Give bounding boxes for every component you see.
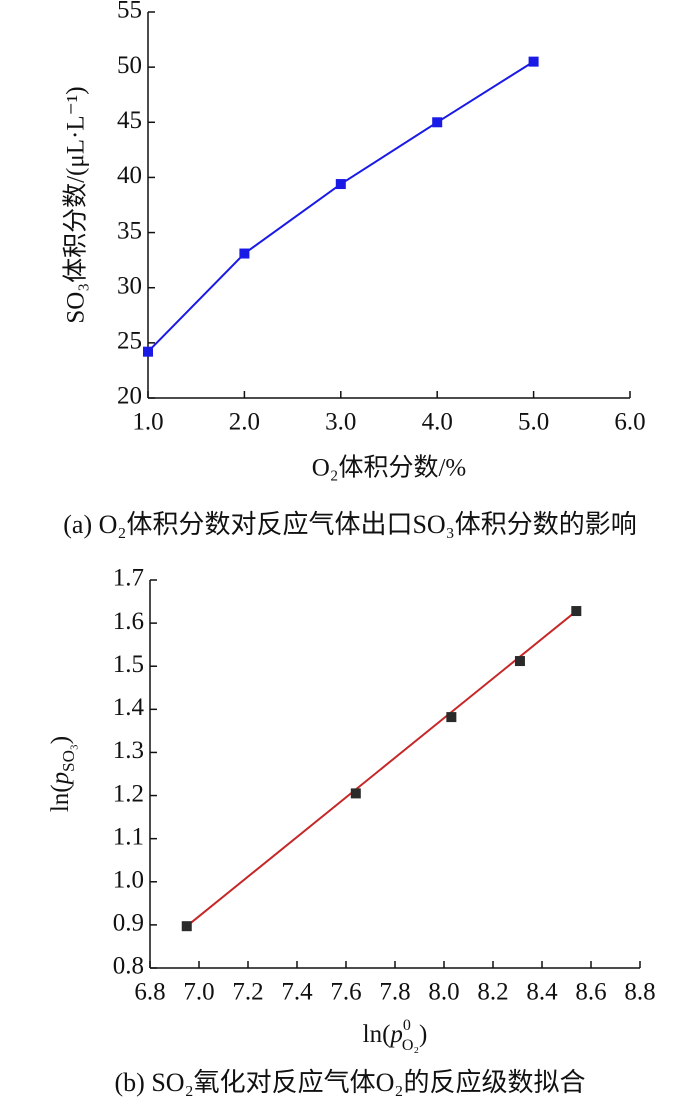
point — [335, 179, 346, 190]
label-part: p — [388, 1021, 403, 1048]
point — [350, 788, 361, 799]
y-tick-label: 30 — [117, 272, 142, 299]
label-part: ln( — [47, 784, 74, 812]
y-tick-label: 0.9 — [113, 910, 144, 937]
y-axis-label: ln(pSO₃) — [47, 736, 78, 812]
label-part: ) — [419, 1021, 427, 1048]
x-tick-label: 2.0 — [229, 409, 260, 436]
x-tick-label: 7.0 — [183, 979, 214, 1006]
x-tick-label: 7.2 — [232, 979, 263, 1006]
x-tick-label: 1.0 — [132, 409, 163, 436]
point — [514, 656, 525, 667]
x-tick-label: 8.2 — [477, 979, 508, 1006]
x-tick-label: 7.4 — [281, 979, 313, 1006]
y-tick-label: 55 — [117, 0, 142, 24]
point — [143, 346, 153, 357]
x-tick-label: 8.8 — [624, 979, 655, 1006]
point — [239, 248, 250, 259]
x-tick-label: 7.8 — [379, 979, 410, 1006]
label-part: O₂ — [402, 1037, 419, 1054]
x-tick-label: 6.0 — [614, 409, 645, 436]
point — [446, 712, 457, 723]
point — [181, 921, 192, 932]
label-part: 0 — [403, 1017, 411, 1034]
y-tick-label: 25 — [117, 328, 142, 355]
label-part: SO₃ — [59, 744, 78, 772]
y-tick-label: 40 — [117, 162, 142, 189]
x-tick-label: 6.8 — [134, 979, 165, 1006]
x-tick-label: 8.4 — [526, 979, 558, 1006]
point — [571, 606, 582, 617]
y-tick-label: 1.0 — [113, 867, 144, 894]
y-tick-label: 1.7 — [113, 565, 144, 592]
label-part: ln( — [363, 1021, 391, 1048]
x-tick-label: 3.0 — [325, 409, 356, 436]
y-tick-label: 1.3 — [113, 737, 144, 764]
x-tick-label: 4.0 — [422, 409, 453, 436]
y-tick-label: 0.8 — [113, 953, 144, 980]
y-axis-label: SO₃体积分数/(μL·L⁻¹) — [62, 86, 90, 323]
series-line — [147, 60, 535, 353]
point — [432, 117, 443, 128]
y-tick-label: 1.4 — [113, 694, 145, 721]
label-part: p — [47, 772, 74, 787]
x-axis-label: O₂体积分数/% — [312, 454, 467, 482]
x-tick-label: 7.6 — [330, 979, 361, 1006]
y-tick-label: 35 — [117, 217, 142, 244]
series-line — [186, 610, 577, 927]
y-tick-label: 50 — [117, 52, 142, 79]
y-tick-label: 1.6 — [113, 608, 144, 635]
chart-caption: (b) SO₂氧化对反应气体O₂的反应级数拟合 — [115, 1068, 586, 1097]
y-tick-label: 1.5 — [113, 651, 144, 678]
y-tick-label: 20 — [117, 383, 142, 410]
point — [528, 56, 539, 67]
x-tick-label: 5.0 — [518, 409, 549, 436]
x-axis-label: ln(p0 O₂) — [363, 1017, 428, 1054]
y-tick-label: 1.1 — [113, 823, 144, 850]
y-tick-label: 1.2 — [113, 780, 144, 807]
y-tick-label: 45 — [117, 107, 142, 134]
x-tick-label: 8.6 — [575, 979, 606, 1006]
chart-caption: (a) O₂体积分数对反应气体出口SO₃体积分数的影响 — [63, 510, 637, 539]
label-part: ) — [47, 736, 74, 744]
x-tick-label: 8.0 — [428, 979, 459, 1006]
